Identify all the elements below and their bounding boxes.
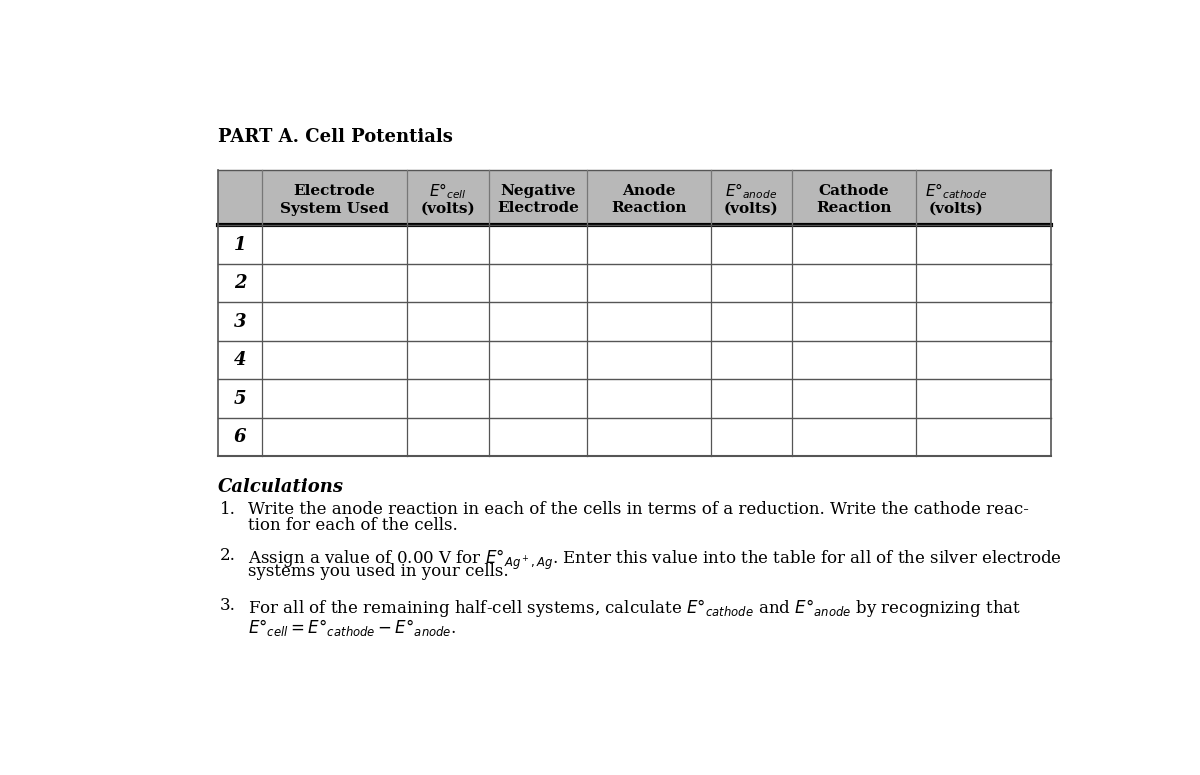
Text: (volts): (volts) [421, 202, 475, 215]
Text: Reaction: Reaction [816, 202, 892, 215]
Text: Cathode: Cathode [818, 184, 889, 198]
Text: $\mathit{E}°_{\mathit{anode}}$: $\mathit{E}°_{\mathit{anode}}$ [725, 181, 778, 201]
Text: (volts): (volts) [929, 202, 984, 215]
Text: 3.: 3. [220, 598, 235, 615]
Text: 1.: 1. [220, 501, 235, 518]
Text: (volts): (volts) [724, 202, 779, 215]
Text: Electrode: Electrode [294, 184, 376, 198]
Text: tion for each of the cells.: tion for each of the cells. [247, 516, 457, 533]
Text: $\mathit{E}°_{\mathit{cell}}$: $\mathit{E}°_{\mathit{cell}}$ [430, 181, 467, 201]
Text: 1: 1 [234, 236, 246, 253]
Bar [218, 170, 1051, 226]
Text: Calculations: Calculations [218, 478, 344, 496]
Text: 2: 2 [234, 274, 246, 292]
Text: systems you used in your cells.: systems you used in your cells. [247, 563, 509, 580]
Text: Negative: Negative [500, 184, 576, 198]
Text: 5: 5 [234, 390, 246, 408]
Text: System Used: System Used [280, 202, 389, 215]
Text: Write the anode reaction in each of the cells in terms of a reduction. Write the: Write the anode reaction in each of the … [247, 501, 1028, 518]
Text: PART A. Cell Potentials: PART A. Cell Potentials [218, 128, 454, 146]
Text: $\mathit{E}°_{\mathit{cell}} = \mathit{E}°_{\mathit{cathode}} - \mathit{E}°_{\ma: $\mathit{E}°_{\mathit{cell}} = \mathit{E… [247, 618, 456, 639]
Text: 3: 3 [234, 312, 246, 331]
Text: Anode: Anode [622, 184, 676, 198]
Text: Reaction: Reaction [611, 202, 686, 215]
Text: 6: 6 [234, 429, 246, 446]
Text: 4: 4 [234, 351, 246, 369]
Text: $\mathit{E}°_{\mathit{cathode}}$: $\mathit{E}°_{\mathit{cathode}}$ [925, 181, 988, 201]
Text: For all of the remaining half-cell systems, calculate $\mathit{E}°_{\mathit{cath: For all of the remaining half-cell syste… [247, 598, 1021, 619]
Text: 2.: 2. [220, 547, 235, 564]
Text: Electrode: Electrode [497, 202, 580, 215]
Text: Assign a value of 0.00 V for $\mathit{E}°_{\mathit{Ag^+, Ag}}$. Enter this value: Assign a value of 0.00 V for $\mathit{E}… [247, 547, 1062, 571]
